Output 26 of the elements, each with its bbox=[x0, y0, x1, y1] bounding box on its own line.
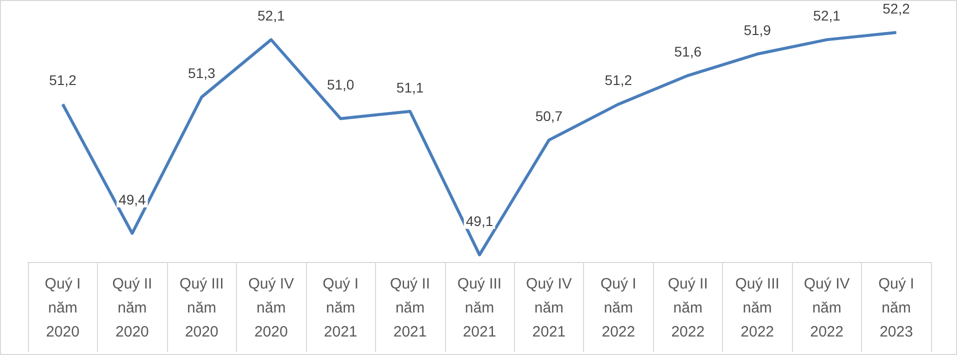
x-tick-label: Quý I năm 2023 bbox=[878, 276, 914, 340]
data-label: 52,1 bbox=[813, 8, 841, 24]
x-tick-label: Quý II năm 2020 bbox=[112, 276, 152, 340]
data-label: 51,9 bbox=[744, 22, 772, 38]
x-tick-label: Quý II năm 2022 bbox=[668, 276, 708, 340]
x-tick-label: Quý IV năm 2021 bbox=[526, 276, 572, 340]
data-label: 51,2 bbox=[49, 72, 77, 88]
data-label: 50,7 bbox=[535, 108, 563, 124]
x-tick-label: Quý IV năm 2022 bbox=[804, 276, 850, 340]
data-label: 51,3 bbox=[188, 65, 216, 82]
x-tick-label: Quý III năm 2020 bbox=[180, 276, 224, 340]
data-label: 51,1 bbox=[396, 79, 424, 96]
x-tick-label: Quý I năm 2021 bbox=[322, 276, 359, 340]
x-tick-label: Quý III năm 2021 bbox=[457, 276, 502, 340]
x-tick-label: Quý II năm 2021 bbox=[390, 276, 430, 340]
data-label: 51,6 bbox=[674, 44, 702, 60]
data-label: 49,1 bbox=[466, 212, 494, 229]
data-label: 52,1 bbox=[257, 8, 285, 24]
data-label: 49,4 bbox=[118, 191, 146, 208]
data-label: 51,2 bbox=[604, 72, 632, 88]
x-tick-label: Quý I năm 2020 bbox=[44, 276, 81, 340]
data-label: 51,0 bbox=[326, 76, 354, 93]
data-label: 52,2 bbox=[882, 0, 910, 17]
x-tick-label: Quý I năm 2022 bbox=[600, 276, 636, 340]
x-tick-label: Quý III năm 2022 bbox=[735, 276, 780, 340]
x-tick-label: Quý IV năm 2020 bbox=[248, 276, 294, 340]
